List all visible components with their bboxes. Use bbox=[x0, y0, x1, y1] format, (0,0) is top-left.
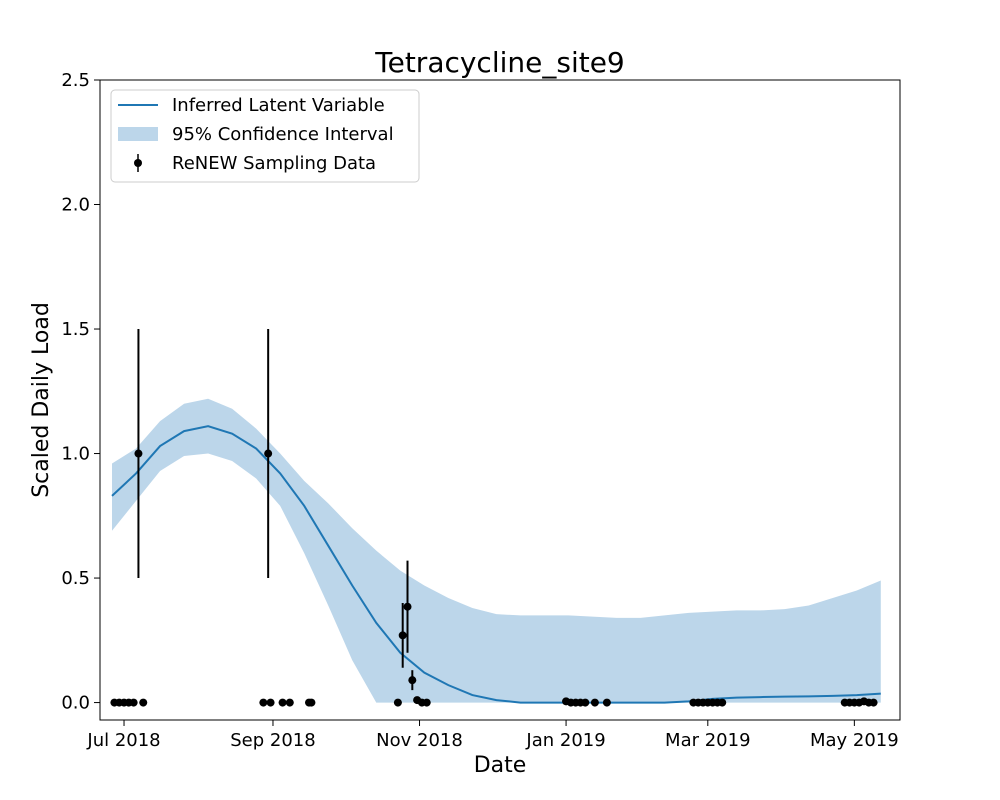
x-tick-label: Jan 2019 bbox=[525, 730, 605, 751]
sample-marker bbox=[869, 698, 878, 707]
sample-marker bbox=[393, 698, 402, 707]
legend-point-swatch bbox=[134, 159, 142, 167]
sample-marker bbox=[408, 676, 417, 685]
x-axis-ticks: Jul 2018 Sep 2018 Nov 2018 Jan 2019 Mar 2019… bbox=[86, 720, 899, 751]
sample-marker bbox=[590, 698, 599, 707]
legend-band-swatch bbox=[118, 127, 158, 141]
sample-point bbox=[266, 698, 275, 707]
sample-point bbox=[278, 698, 287, 707]
x-axis-label: Date bbox=[474, 753, 527, 778]
confidence-band-layer bbox=[112, 398, 881, 703]
sample-marker bbox=[718, 698, 727, 707]
x-tick-label: May 2019 bbox=[810, 730, 899, 751]
x-tick-label: Jul 2018 bbox=[86, 730, 160, 751]
sample-point bbox=[393, 698, 402, 707]
sample-marker bbox=[266, 698, 275, 707]
y-axis-ticks: 0.0 0.5 1.0 1.5 2.0 2.5 bbox=[61, 70, 100, 714]
latent-variable-line bbox=[111, 425, 881, 704]
sample-point bbox=[398, 602, 407, 668]
legend-box bbox=[110, 89, 420, 183]
y-tick-label: 1.5 bbox=[61, 319, 90, 340]
sample-marker bbox=[285, 698, 294, 707]
sample-point bbox=[408, 670, 417, 691]
sample-marker bbox=[264, 449, 273, 458]
sample-marker bbox=[139, 698, 148, 707]
plot-area bbox=[110, 329, 881, 707]
sample-point bbox=[403, 560, 412, 653]
x-tick-label: Sep 2018 bbox=[230, 730, 315, 751]
sample-marker bbox=[129, 698, 138, 707]
sample-marker bbox=[581, 698, 590, 707]
sample-point bbox=[422, 698, 431, 707]
chart-title: Tetracycline_site9 bbox=[374, 46, 625, 79]
sample-marker bbox=[134, 449, 143, 458]
sample-point bbox=[129, 698, 138, 707]
y-tick-label: 1.0 bbox=[61, 444, 90, 465]
sample-point bbox=[602, 698, 611, 707]
latent-line-layer bbox=[111, 425, 881, 704]
legend: Inferred Latent Variable 95% Confidence … bbox=[110, 89, 420, 183]
sample-point bbox=[869, 698, 878, 707]
x-tick-label: Nov 2018 bbox=[376, 730, 463, 751]
sample-point bbox=[139, 698, 148, 707]
sample-marker bbox=[602, 698, 611, 707]
plot-frame bbox=[99, 79, 901, 721]
sample-marker bbox=[422, 698, 431, 707]
y-tick-label: 0.0 bbox=[61, 693, 90, 714]
sample-marker bbox=[307, 698, 316, 707]
y-tick-label: 0.5 bbox=[61, 568, 90, 589]
sample-marker bbox=[259, 698, 268, 707]
sample-marker bbox=[403, 602, 412, 611]
sample-point bbox=[264, 329, 273, 579]
legend-label-confidence: 95% Confidence Interval bbox=[172, 124, 394, 145]
sampling-points-layer bbox=[110, 329, 878, 707]
y-axis-label: Scaled Daily Load bbox=[29, 302, 54, 498]
y-tick-label: 2.5 bbox=[61, 70, 90, 91]
confidence-band bbox=[112, 398, 881, 703]
x-tick-label: Mar 2019 bbox=[665, 730, 751, 751]
sample-point bbox=[307, 698, 316, 707]
sample-point bbox=[285, 698, 294, 707]
sample-point bbox=[590, 698, 599, 707]
legend-label-samples: ReNEW Sampling Data bbox=[172, 153, 376, 174]
sample-marker bbox=[278, 698, 287, 707]
sample-marker bbox=[398, 631, 407, 640]
sample-point bbox=[134, 329, 143, 579]
legend-label-latent: Inferred Latent Variable bbox=[172, 95, 385, 116]
sample-point bbox=[259, 698, 268, 707]
y-tick-label: 2.0 bbox=[61, 195, 90, 216]
sample-point bbox=[581, 698, 590, 707]
sample-point bbox=[718, 698, 727, 707]
